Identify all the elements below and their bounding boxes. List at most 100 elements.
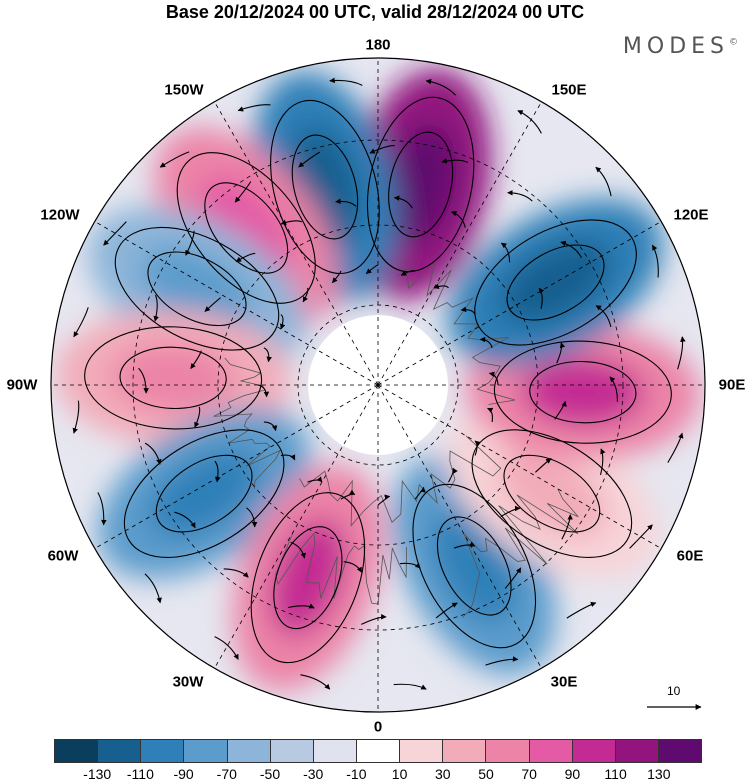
coastline: [462, 488, 579, 618]
colorbar-tick-label: 110: [604, 766, 627, 782]
wind-arrow: [595, 166, 612, 197]
meridian-line: [94, 384, 379, 549]
graticule: [51, 58, 705, 712]
lon-label-150w: 150W: [164, 81, 204, 99]
wind-arrow: [280, 314, 286, 330]
colorbar-swatch: [227, 740, 271, 762]
vector-scale-value: 10: [667, 684, 681, 698]
streamline-loop: [436, 516, 512, 616]
colorbar-tick-label: -110: [126, 766, 154, 782]
wind-arrow: [144, 442, 162, 465]
brand-mark: ©: [729, 37, 738, 48]
streamline-loop: [493, 340, 672, 444]
streamline-loop: [529, 360, 637, 424]
lon-label-120w: 120W: [40, 206, 80, 224]
anomaly-field: [55, 68, 701, 691]
streamline-loop: [291, 134, 359, 240]
colorbar-tick-label: 30: [435, 766, 451, 782]
meridian-line: [377, 101, 542, 386]
wind-arrow: [194, 406, 201, 428]
wind-arrow: [153, 294, 159, 322]
wind-arrow: [307, 476, 323, 483]
wind-arrow: [556, 342, 566, 364]
wind-arrow: [561, 514, 573, 540]
wind-arrow: [377, 494, 391, 506]
wind-arrow: [538, 287, 545, 310]
streamline-loop: [123, 429, 285, 558]
lon-label-150e: 150E: [551, 81, 587, 99]
wind-arrow: [185, 230, 195, 256]
modes-logo: MODES©: [623, 34, 738, 59]
wind-arrow: [677, 336, 686, 370]
streamline-loop: [503, 454, 601, 533]
wind-arrow: [103, 221, 127, 246]
map-border: [50, 57, 706, 713]
streamline-loop: [114, 226, 280, 351]
wind-arrow: [246, 507, 258, 528]
wind-arrow: [399, 562, 421, 569]
colorbar-tick-label: -130: [83, 766, 112, 782]
anomaly-core: [384, 123, 457, 246]
colorbar-tick-label: 130: [647, 766, 671, 782]
wind-arrow: [400, 269, 416, 276]
streamline-loop: [147, 251, 247, 327]
coastlines: [213, 262, 579, 618]
wind-arrow: [302, 287, 309, 303]
colorbar-tick-label: 10: [391, 766, 408, 782]
lon-label-90e: 90E: [718, 376, 746, 394]
meridian-line: [214, 101, 379, 386]
wind-arrow: [144, 573, 162, 604]
colorbar-swatch: [55, 740, 99, 762]
wind-arrow: [280, 454, 296, 461]
wind-arrow: [290, 541, 306, 559]
wind-arrow: [340, 489, 356, 500]
colorbar-swatch: [400, 740, 444, 762]
colorbar-tick-label: 90: [564, 766, 581, 782]
wind-arrow: [629, 524, 653, 549]
brand-name: MODES: [622, 34, 729, 59]
wind-arrow: [479, 336, 493, 349]
colorbar-swatch: [141, 740, 185, 762]
streamline-loop: [155, 454, 253, 533]
streamline-loop: [250, 492, 366, 664]
wind-arrow: [414, 486, 426, 500]
wind-arrow: [488, 371, 499, 386]
lon-label-120e: 120E: [673, 206, 709, 224]
colorbar-swatch: [184, 740, 228, 762]
meridian-line: [377, 384, 542, 669]
wind-arrow: [485, 656, 519, 666]
coastline: [396, 262, 516, 405]
wind-arrow: [504, 567, 522, 589]
colorbar-tick-label: 50: [478, 766, 494, 782]
wind-arrow: [235, 252, 256, 263]
meridian-line: [214, 384, 379, 669]
wind-arrow: [190, 350, 202, 370]
coastline: [299, 435, 502, 527]
wind-arrow: [535, 458, 552, 473]
wind-arrow: [138, 367, 149, 394]
wind-arrow: [263, 347, 272, 363]
wind-arrow: [448, 467, 458, 483]
wind-arrow: [460, 306, 476, 315]
lon-label-90w: 90W: [6, 376, 38, 394]
wind-arrow: [174, 511, 196, 529]
wind-arrow: [566, 601, 597, 619]
wind-arrow: [507, 190, 533, 202]
wind-arrow: [298, 151, 321, 168]
map-title: Base 20/12/2024 00 UTC, valid 28/12/2024…: [165, 2, 585, 22]
colorbar-tick-label: 70: [521, 766, 537, 782]
lon-label-30w: 30W: [172, 673, 204, 691]
lon-label-180: 180: [365, 36, 391, 54]
colorbar-swatch: [313, 740, 357, 762]
wind-arrow: [214, 636, 239, 660]
wind-arrow: [97, 492, 107, 526]
anomaly-core: [499, 239, 612, 326]
meridian-line: [377, 221, 662, 386]
meridian-line: [377, 384, 662, 549]
streamline-loop: [273, 526, 343, 630]
wind-arrow: [393, 683, 427, 690]
colorbar-tick-label: -50: [259, 766, 281, 782]
colorbar-swatch: [443, 740, 487, 762]
streamline-loop: [270, 99, 380, 275]
